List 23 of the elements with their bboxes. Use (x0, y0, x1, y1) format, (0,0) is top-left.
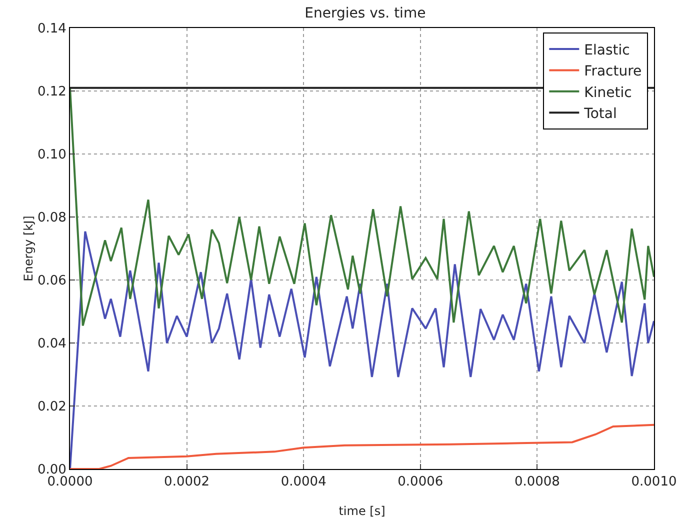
y-tick-label: 0.04 (37, 336, 66, 352)
legend-label: Elastic (584, 42, 630, 58)
x-tick-label: 0.0008 (514, 474, 560, 490)
y-tick-label: 0.12 (37, 84, 66, 100)
x-tick-label: 0.0000 (47, 474, 93, 490)
x-axis-title: time [s] (338, 504, 386, 518)
line-series (70, 86, 654, 327)
y-tick-label: 0.10 (37, 148, 66, 163)
legend-label: Kinetic (584, 84, 632, 101)
line-series (70, 424, 654, 469)
line-series (70, 230, 654, 469)
x-tick-label: 0.0010 (631, 474, 677, 490)
y-tick-label: 0.06 (37, 274, 66, 289)
y-axis-title: Energy [kJ] (21, 216, 36, 282)
x-tick-label: 0.0004 (280, 474, 326, 490)
chart-title: Energies vs. time (304, 6, 426, 22)
y-tick-label: 0.14 (37, 22, 66, 37)
x-tick-label: 0.0006 (398, 474, 444, 490)
y-tick-label: 0.08 (37, 210, 66, 226)
y-tick-label: 0.02 (37, 400, 66, 415)
legend-label: Total (583, 106, 617, 122)
x-tick-label: 0.0002 (164, 474, 210, 490)
legend-label: Fracture (584, 64, 642, 80)
